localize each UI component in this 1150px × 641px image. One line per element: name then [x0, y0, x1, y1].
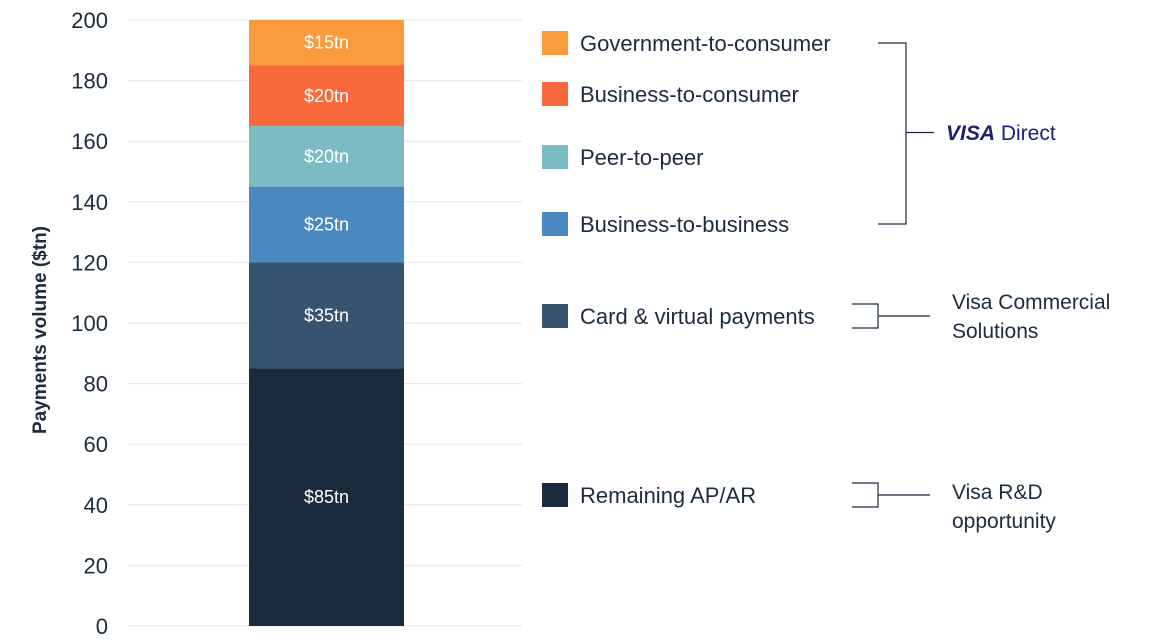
legend-label: Peer-to-peer	[580, 145, 704, 170]
y-tick-label: 100	[71, 311, 108, 336]
y-axis-label: Payments volume ($tn)	[30, 226, 51, 434]
y-tick-label: 140	[71, 190, 108, 215]
y-tick-label: 0	[96, 614, 108, 639]
bar-segment	[249, 186, 404, 263]
data-label: $35tn	[304, 305, 349, 325]
legend-swatch	[542, 31, 568, 55]
bar-segment	[249, 368, 404, 626]
bar-segment	[249, 262, 404, 369]
y-tick-label: 180	[71, 69, 108, 94]
y-tick-label: 120	[71, 250, 108, 275]
visa-logo-text: VISA	[946, 122, 995, 145]
y-axis-ticks: 0 20 40 60 80 100 120 140 160 180 200	[71, 8, 108, 639]
direct-text: Direct	[995, 122, 1056, 145]
bar-segment	[249, 65, 404, 127]
legend-swatch	[542, 483, 568, 507]
stacked-bar: $85tn $35tn $25tn $20tn $20tn $15tn	[249, 20, 404, 626]
group-annotations: VISA Direct Visa Commercial Solutions Visa …	[852, 42, 1110, 533]
legend-label: Business-to-business	[580, 212, 789, 237]
legend-label: Government-to-consumer	[580, 31, 831, 56]
legend-swatch	[542, 82, 568, 106]
data-label: $15tn	[304, 33, 349, 53]
bar-segment	[249, 20, 404, 66]
legend-label: Remaining AP/AR	[580, 483, 756, 508]
y-tick-label: 80	[84, 372, 108, 397]
legend-swatch	[542, 304, 568, 328]
y-tick-label: 60	[84, 432, 108, 457]
rnd-label: opportunity	[952, 510, 1056, 533]
legend-label: Card & virtual payments	[580, 304, 815, 329]
data-label: $25tn	[304, 215, 349, 235]
legend: Remaining AP/AR Card & virtual payments Bu…	[542, 31, 831, 508]
legend-label: Business-to-consumer	[580, 82, 799, 107]
bar-segment	[249, 126, 404, 187]
y-tick-label: 200	[71, 8, 108, 33]
commercial-label: Solutions	[952, 320, 1038, 343]
rnd-bracket	[852, 482, 930, 508]
y-tick-label: 20	[84, 553, 108, 578]
legend-swatch	[542, 212, 568, 236]
data-label: $20tn	[304, 86, 349, 106]
data-label: $20tn	[304, 146, 349, 166]
data-label: $85tn	[304, 487, 349, 507]
visa-direct-bracket	[878, 42, 934, 225]
y-tick-label: 40	[84, 493, 108, 518]
rnd-label: Visa R&D	[952, 481, 1043, 504]
legend-swatch	[542, 145, 568, 169]
visa-direct-logo: VISA Direct	[946, 122, 1056, 145]
y-tick-label: 160	[71, 129, 108, 154]
commercial-label: Visa Commercial	[952, 291, 1110, 314]
commercial-bracket	[852, 303, 930, 329]
